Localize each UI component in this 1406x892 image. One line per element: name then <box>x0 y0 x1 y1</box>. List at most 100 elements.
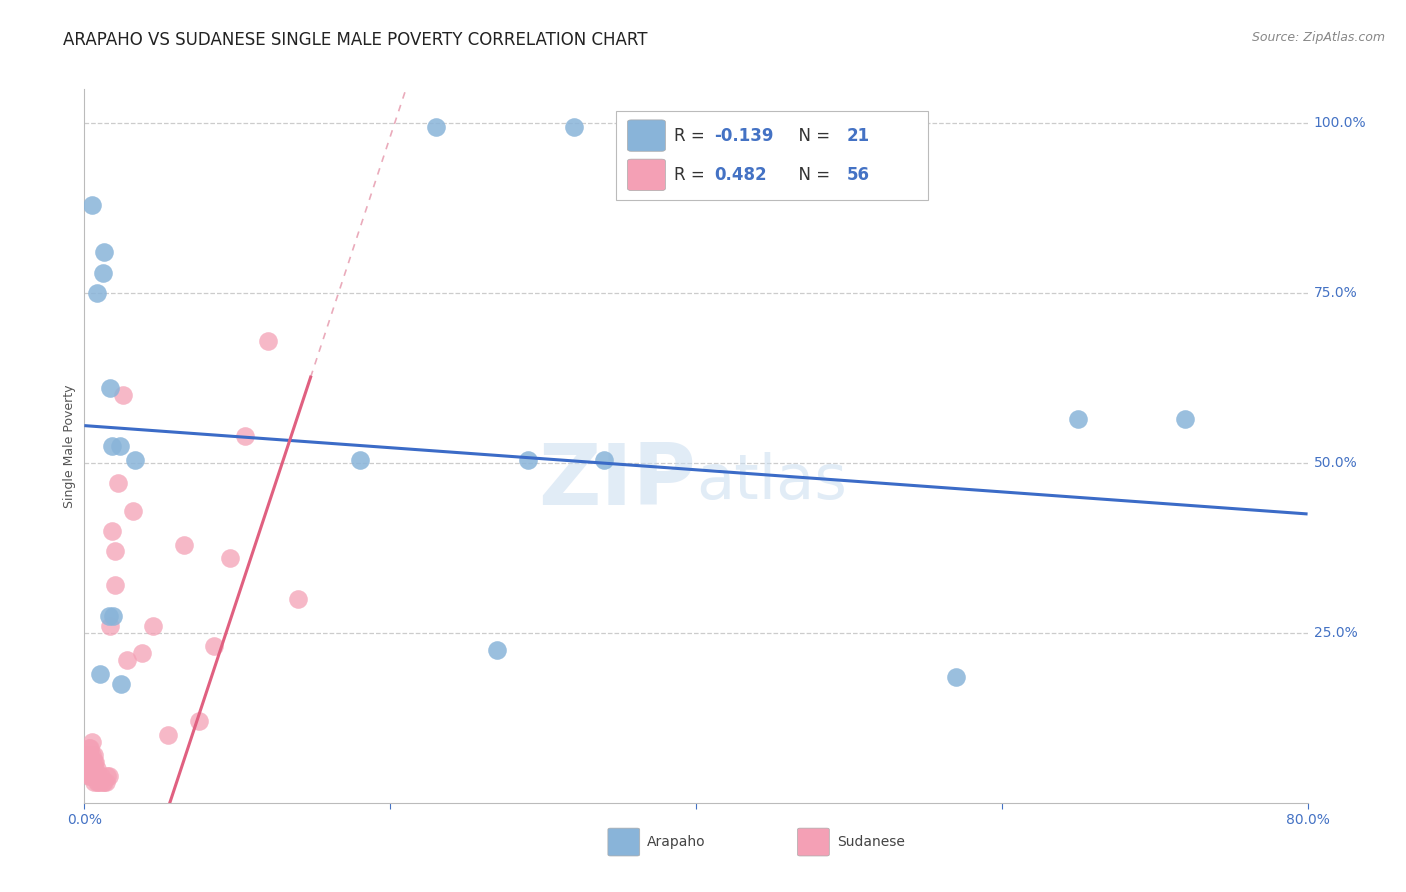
Point <box>87 775 110 789</box>
Text: -0.139: -0.139 <box>714 127 773 145</box>
Point <box>84 762 107 776</box>
Point <box>76 748 98 763</box>
Point <box>96 769 118 783</box>
Point <box>77 762 100 776</box>
Point <box>516 452 538 467</box>
Text: 0.482: 0.482 <box>714 166 766 184</box>
Point <box>111 388 134 402</box>
Point <box>94 775 117 789</box>
Point <box>77 769 100 783</box>
Point <box>91 775 114 789</box>
Text: Sudanese: Sudanese <box>837 835 904 849</box>
Point <box>89 666 111 681</box>
Point <box>188 714 211 729</box>
Point <box>486 643 509 657</box>
Text: atlas: atlas <box>696 451 846 512</box>
Text: R =: R = <box>673 166 710 184</box>
Point <box>90 769 112 783</box>
Text: ARAPAHO VS SUDANESE SINGLE MALE POVERTY CORRELATION CHART: ARAPAHO VS SUDANESE SINGLE MALE POVERTY … <box>63 31 648 49</box>
Point <box>287 591 309 606</box>
Point <box>103 608 125 623</box>
Point <box>80 198 103 212</box>
Point <box>83 755 105 769</box>
Point <box>349 452 371 467</box>
FancyBboxPatch shape <box>797 828 830 856</box>
Point <box>945 670 967 684</box>
FancyBboxPatch shape <box>627 159 665 191</box>
Text: 75.0%: 75.0% <box>1313 286 1357 300</box>
Point <box>101 439 124 453</box>
Point <box>87 769 110 783</box>
Point <box>202 640 225 654</box>
Point <box>83 769 105 783</box>
Point <box>86 286 108 301</box>
Point <box>122 503 145 517</box>
Point <box>83 775 105 789</box>
Point <box>131 646 153 660</box>
Point <box>173 537 195 551</box>
Text: 50.0%: 50.0% <box>1313 456 1357 470</box>
Point <box>77 748 100 763</box>
Point <box>91 266 114 280</box>
Point <box>86 769 108 783</box>
Point <box>89 775 111 789</box>
Point <box>79 769 101 783</box>
Point <box>233 429 256 443</box>
Point <box>101 524 124 538</box>
Point <box>104 544 127 558</box>
Point <box>157 728 180 742</box>
Point <box>80 748 103 763</box>
FancyBboxPatch shape <box>607 828 640 856</box>
Point <box>93 245 115 260</box>
Point <box>84 769 107 783</box>
Point <box>80 734 103 748</box>
Point <box>77 755 100 769</box>
Point <box>83 762 105 776</box>
Point <box>257 334 280 348</box>
Point <box>1067 412 1090 426</box>
Point <box>1174 412 1197 426</box>
FancyBboxPatch shape <box>627 120 665 152</box>
Point <box>98 381 121 395</box>
Point <box>108 439 131 453</box>
Point <box>80 762 103 776</box>
Point <box>124 452 146 467</box>
Point <box>76 755 98 769</box>
Point <box>79 755 101 769</box>
Point <box>425 120 447 134</box>
Text: Source: ZipAtlas.com: Source: ZipAtlas.com <box>1251 31 1385 45</box>
FancyBboxPatch shape <box>616 111 928 200</box>
Point <box>115 653 138 667</box>
Point <box>98 619 121 633</box>
Point <box>104 578 127 592</box>
Point <box>97 608 120 623</box>
Point <box>84 755 107 769</box>
Point <box>93 775 115 789</box>
Point <box>110 677 132 691</box>
Text: 21: 21 <box>846 127 869 145</box>
Text: ZIP: ZIP <box>538 440 696 524</box>
Point <box>77 741 100 756</box>
Y-axis label: Single Male Poverty: Single Male Poverty <box>63 384 76 508</box>
Point <box>76 762 98 776</box>
Text: N =: N = <box>787 127 835 145</box>
Point <box>142 619 165 633</box>
Point <box>218 551 240 566</box>
Text: R =: R = <box>673 127 710 145</box>
Text: Arapaho: Arapaho <box>647 835 706 849</box>
Text: 25.0%: 25.0% <box>1313 626 1357 640</box>
Point <box>86 762 108 776</box>
Text: N =: N = <box>787 166 835 184</box>
Point <box>86 775 108 789</box>
Point <box>80 755 103 769</box>
Point <box>79 748 101 763</box>
Point <box>79 741 101 756</box>
Text: 100.0%: 100.0% <box>1313 116 1367 130</box>
Point <box>97 769 120 783</box>
Text: 56: 56 <box>846 166 869 184</box>
Point <box>562 120 585 134</box>
Point <box>79 762 101 776</box>
Point <box>107 476 129 491</box>
Point <box>593 452 616 467</box>
Point <box>83 748 105 763</box>
